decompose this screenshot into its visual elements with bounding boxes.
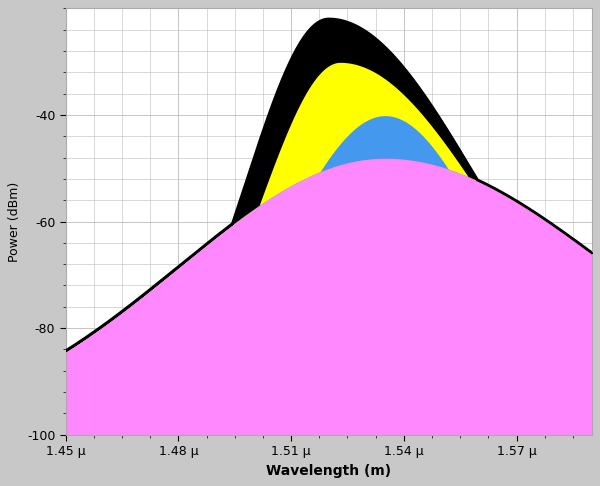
Y-axis label: Power (dBm): Power (dBm) [8, 181, 22, 261]
X-axis label: Wavelength (m): Wavelength (m) [266, 464, 391, 478]
